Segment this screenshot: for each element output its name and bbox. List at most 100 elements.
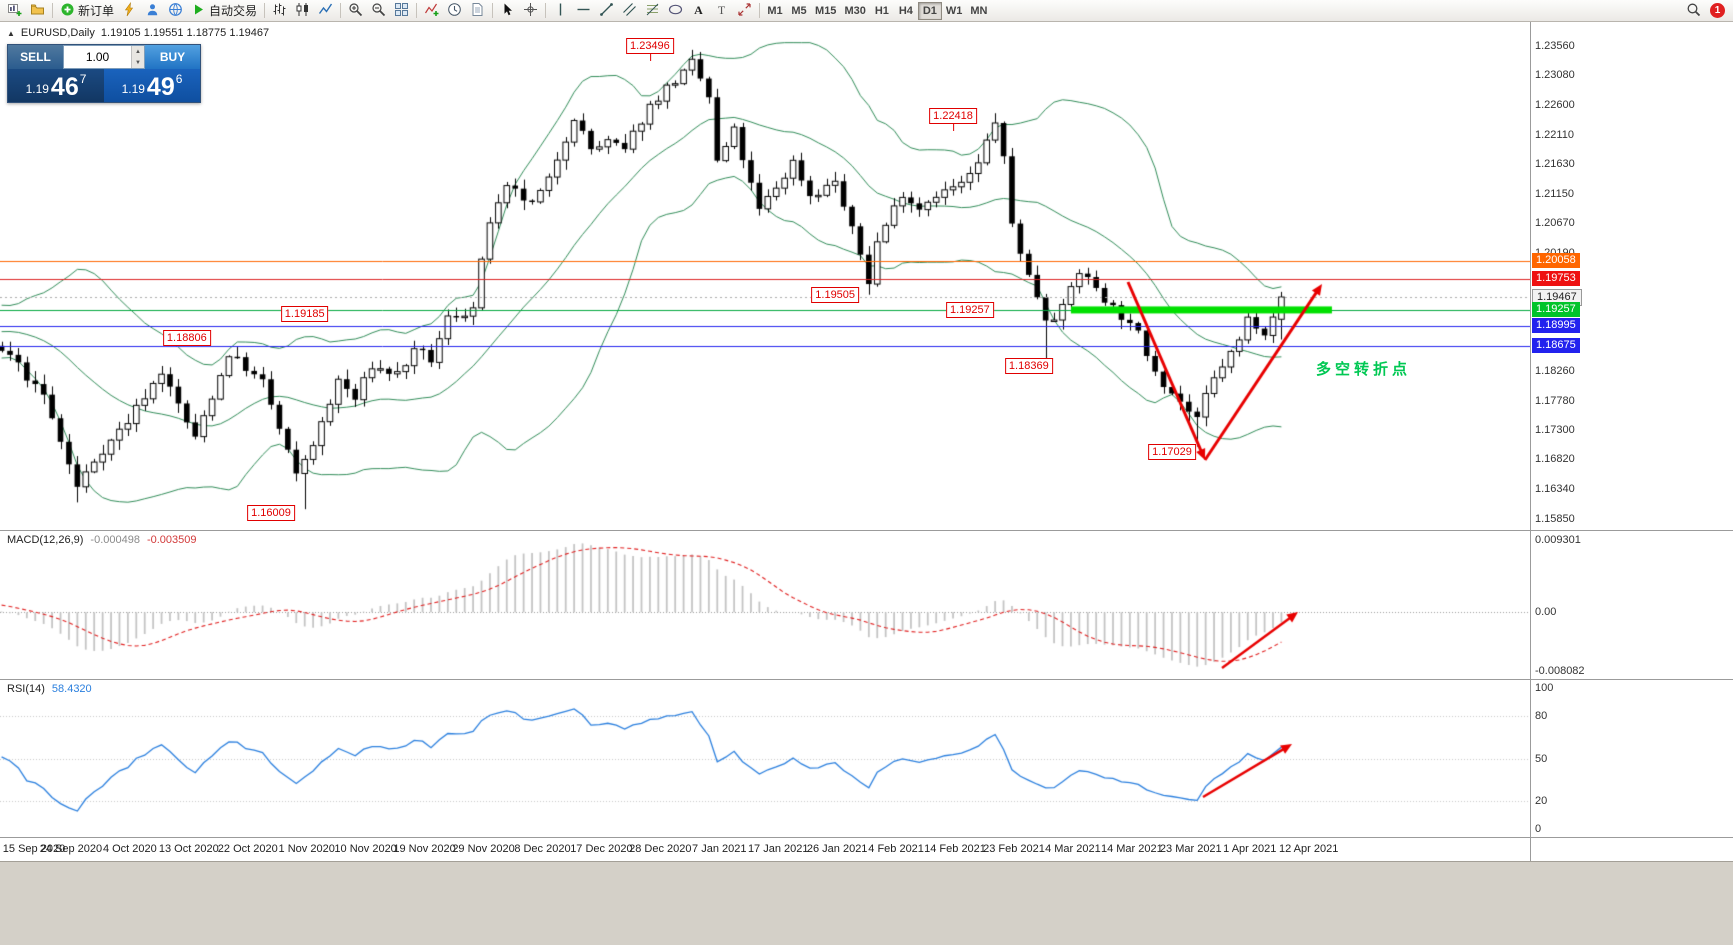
timeframe-button-M30[interactable]: M30 (844, 4, 866, 17)
panel-splitter[interactable] (0, 679, 1733, 680)
toolbar-separator (759, 3, 761, 18)
price-annotation[interactable]: 1.19185 (280, 306, 329, 323)
turning-point-note[interactable]: 多空转折点 (1316, 361, 1412, 378)
chart-annotations-layer: 1.23496 1.22418 1.19505 1.19185 1.19257 1.188… (162, 37, 1412, 522)
search-button[interactable] (1682, 1, 1705, 20)
timeframe-button-M1[interactable]: M1 (767, 4, 783, 17)
bar-chart-button[interactable] (268, 1, 291, 20)
line-chart-button[interactable] (314, 1, 337, 20)
label-button[interactable]: T (710, 1, 733, 20)
timeframe-button-M15[interactable]: M15 (815, 4, 837, 17)
date-axis-label: 4 Feb 2021 (868, 843, 924, 855)
tile-windows-button[interactable] (390, 1, 413, 20)
templates-button[interactable] (466, 1, 489, 20)
price-axis-tick: 1.23080 (1535, 69, 1575, 82)
volume-increase-button[interactable]: ▲ (132, 46, 144, 57)
timeframe-button-W1[interactable]: W1 (945, 4, 963, 17)
macd-scale-max: 0.009301 (1535, 534, 1581, 546)
date-axis-label: 14 Mar 2021 (1100, 843, 1163, 855)
periods-button[interactable] (443, 1, 466, 20)
notification-badge[interactable]: 1 (1710, 3, 1725, 18)
zoom-in-icon (348, 2, 363, 20)
volume-decrease-button[interactable]: ▼ (132, 57, 144, 68)
date-axis-label: 7 Jan 2021 (692, 843, 747, 855)
profiles-button[interactable] (26, 1, 49, 20)
vertical-line-button[interactable] (549, 1, 572, 20)
price-annotation[interactable]: 1.16009 (247, 505, 295, 522)
price-annotation[interactable]: 1.17029 (1148, 443, 1196, 460)
arrows-button[interactable] (733, 1, 756, 20)
price-annotation[interactable]: 1.19505 (811, 286, 860, 303)
horizontal-line-button[interactable] (572, 1, 595, 20)
price-annotation[interactable]: 1.23496 (626, 37, 674, 61)
panel-splitter (0, 837, 1733, 838)
rsi-scale-tick: 80 (1535, 710, 1548, 723)
axis-price-box: 1.19257 (1532, 301, 1580, 317)
date-axis-label: 1 Apr 2021 (1223, 843, 1277, 855)
arrows-icon (737, 2, 752, 20)
price-axis-tick: 1.16820 (1535, 453, 1575, 466)
candlestick-chart-icon (295, 2, 310, 20)
auto-trading-button[interactable]: 自动交易 (187, 1, 261, 20)
sell-price[interactable]: 1.19 46 7 (8, 69, 104, 102)
price-annotation[interactable]: 1.18806 (162, 329, 211, 346)
market-button[interactable] (164, 1, 187, 20)
shapes-button[interactable] (664, 1, 687, 20)
date-axis-label: 4 Oct 2020 (102, 843, 157, 855)
cursor-button[interactable] (496, 1, 519, 20)
indicators-icon (424, 2, 439, 20)
crosshair-button[interactable] (519, 1, 542, 20)
zoom-out-button[interactable] (367, 1, 390, 20)
main-chart-canvas[interactable] (0, 22, 1530, 530)
candlestick-chart-button[interactable] (291, 1, 314, 20)
bar-chart-icon (272, 2, 287, 20)
macd-scale-zero: 0.00 (1535, 606, 1557, 619)
one-click-buy-button[interactable]: BUY (145, 45, 200, 69)
axis-price-box: 1.18995 (1532, 318, 1580, 333)
price-annotation[interactable]: 1.18369 (1004, 358, 1053, 375)
price-annotation[interactable]: 1.22418 (929, 107, 977, 131)
one-click-sell-button[interactable]: SELL (8, 45, 63, 69)
timeframe-button-M5[interactable]: M5 (791, 4, 807, 17)
search-icon (1686, 2, 1701, 20)
label-icon: T (714, 2, 729, 20)
macd-panel-canvas[interactable] (0, 531, 1530, 679)
indicators-button[interactable] (420, 1, 443, 20)
rsi-panel-canvas[interactable] (0, 680, 1530, 837)
timeframe-button-H4[interactable]: H4 (898, 4, 913, 17)
new-order-button[interactable]: 新订单 (56, 1, 118, 20)
tile-windows-icon (394, 2, 409, 20)
price-axis-tick: 1.17780 (1535, 394, 1575, 407)
timeframe-button-H1[interactable]: H1 (874, 4, 889, 17)
text-icon: A (691, 2, 706, 20)
price-axis-tick: 1.18260 (1535, 365, 1575, 378)
date-axis-label: 8 Dec 2020 (514, 843, 571, 855)
channel-button[interactable] (618, 1, 641, 20)
chart-symbol-label: EURUSD,Daily (20, 27, 95, 39)
toolbar-separator (340, 3, 342, 18)
trendline-button[interactable] (595, 1, 618, 20)
rsi-scale-tick: 50 (1535, 752, 1548, 765)
new-chart-icon (7, 2, 22, 20)
panel-splitter[interactable] (0, 530, 1733, 531)
metaeditor-button[interactable] (118, 1, 141, 20)
text-button[interactable]: A (687, 1, 710, 20)
new-chart-button[interactable] (3, 1, 26, 20)
date-axis-label: 1 Nov 2020 (278, 843, 335, 855)
price-annotation[interactable]: 1.19257 (945, 301, 994, 318)
chart-title: ▲ EURUSD,Daily 1.19105 1.19551 1.18775 1… (7, 27, 269, 39)
sell-price-big: 46 (50, 73, 79, 101)
community-button[interactable] (141, 1, 164, 20)
sell-price-sup: 7 (79, 72, 87, 86)
date-axis-label: 14 Feb 2021 (924, 843, 986, 855)
date-axis-label: 17 Jan 2021 (747, 843, 809, 855)
cursor-icon (500, 2, 515, 20)
volume-input[interactable] (64, 46, 131, 68)
fibonacci-button[interactable] (641, 1, 664, 20)
zoom-in-button[interactable] (344, 1, 367, 20)
date-axis-label: 26 Jan 2021 (806, 843, 868, 855)
timeframe-button-D1[interactable]: D1 (917, 1, 942, 20)
buy-price[interactable]: 1.19 49 6 (104, 69, 200, 102)
timeframe-button-MN[interactable]: MN (970, 4, 988, 17)
